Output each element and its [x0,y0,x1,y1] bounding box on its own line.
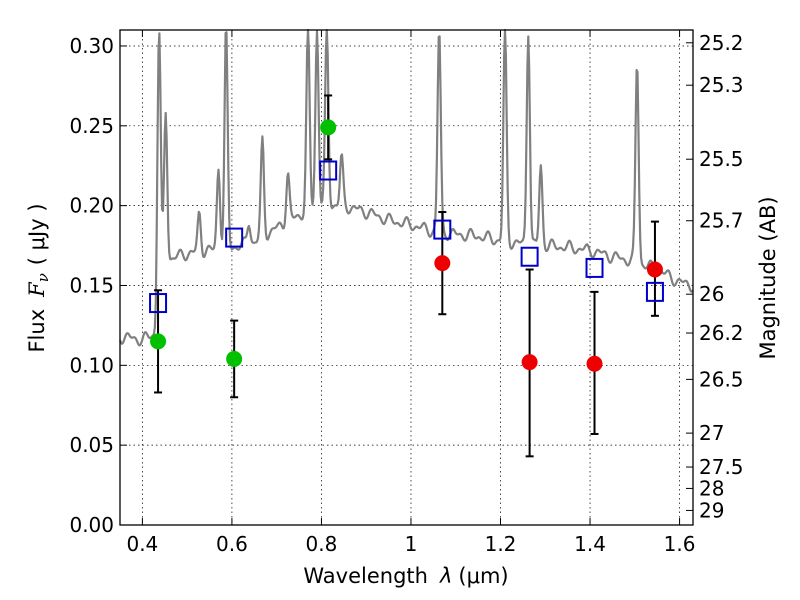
x-axis-label: Wavelength λ (μm) [303,564,508,588]
data-point [521,354,538,371]
magnitude-tick-label: 25.3 [699,73,744,97]
model-square [645,281,664,302]
data-point [150,333,167,350]
magnitude-tick-label: 25.2 [699,31,744,55]
plot-frame [120,30,693,525]
y-axis-subscript: ν [34,273,52,282]
plot-border [119,29,694,526]
magnitude-tick-label: 26.2 [699,321,744,345]
x-tick-label: 1 [405,532,418,556]
y-tick-label: 0.20 [69,194,114,218]
y-axis-symbol: F [25,281,49,298]
y-tick-label: 0.10 [69,353,114,377]
data-point [320,119,337,136]
x-tick-label: 0.8 [306,532,338,556]
y-tick-label: 0.15 [69,273,114,297]
y-axis-label-text: Flux [25,309,49,353]
model-square [225,227,244,248]
y-axis-label: Flux Fν ( μJy ) [25,203,52,352]
x-axis-symbol: λ [439,564,452,588]
magnitude-tick-label: 29 [699,498,724,522]
spectrum-path [118,28,694,347]
data-point [434,255,451,272]
model-square [149,293,168,314]
x-axis-unit: (μm) [458,564,508,588]
magnitude-tick-label: 27.5 [699,455,744,479]
y-tick-label: 0.05 [69,433,114,457]
magnitude-axis-label: Magnitude (AB) [756,196,780,359]
magnitude-tick-label: 25.7 [699,209,744,233]
model-square [585,257,604,278]
magnitude-tick-label: 27 [699,421,724,445]
x-axis-label-text: Wavelength [303,564,428,588]
magnitude-tick-label: 28 [699,476,724,500]
y-tick-labels: 0.00 0.05 0.10 0.15 0.20 0.25 0.30 [69,34,114,537]
y-tick-label: 0.30 [69,34,114,58]
model-square [319,160,338,181]
model-square [433,219,452,240]
x-tick-label: 1.4 [574,532,606,556]
magnitude-tick-label: 26.5 [699,367,744,391]
y-tick-label: 0.00 [69,513,114,537]
x-tick-label: 1.2 [485,532,517,556]
model-square [520,246,539,267]
x-tick-label: 1.6 [664,532,696,556]
x-tick-label: 0.4 [126,532,158,556]
x-tick-label: 0.6 [216,532,248,556]
ticks [120,30,693,526]
magnitude-tick-label: 26 [699,282,724,306]
y-tick-label: 0.25 [69,114,114,138]
x-tick-labels: 0.4 0.6 0.8 1 1.2 1.4 1.6 [126,532,695,556]
data-markers [149,119,664,372]
y-axis-unit: ( μJy ) [25,203,49,265]
data-point [646,261,663,278]
data-point [586,355,603,372]
spectrum-line [118,28,694,347]
data-point [226,350,243,367]
magnitude-tick-label: 25.5 [699,147,744,171]
